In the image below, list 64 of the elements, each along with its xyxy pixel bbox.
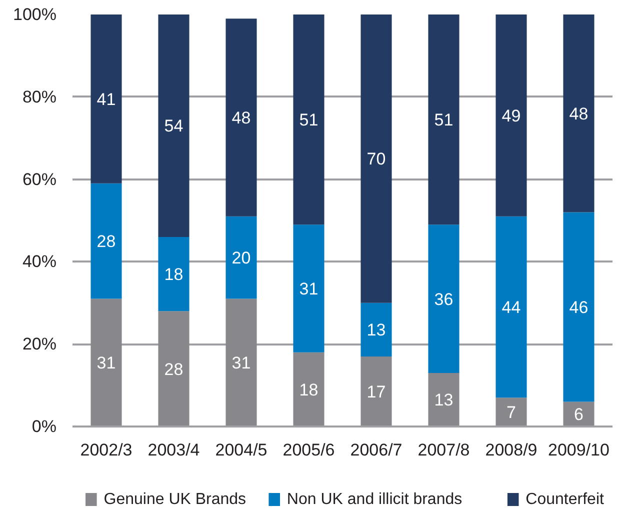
x-tick-label: 2006/7: [350, 440, 402, 460]
legend-label: Genuine UK Brands: [104, 491, 246, 508]
x-tick-label: 2004/5: [215, 440, 268, 460]
data-label: 70: [366, 150, 386, 169]
data-label: 31: [232, 354, 251, 373]
data-label: 18: [299, 380, 318, 400]
y-tick-label: 0%: [32, 417, 57, 436]
bar: [428, 372, 460, 426]
data-label: 49: [502, 106, 521, 126]
y-tick-label: 80%: [22, 87, 57, 106]
x-tick-label: 2007/8: [418, 440, 470, 460]
data-label: 28: [96, 232, 116, 252]
data-label: 44: [502, 298, 521, 318]
bar: [158, 14, 190, 237]
bar: [360, 356, 392, 426]
bar: [293, 352, 324, 426]
data-label: 48: [232, 108, 251, 128]
data-label: 13: [366, 320, 386, 340]
legend-label: Non UK and illicit brands: [286, 491, 462, 508]
data-label: 46: [569, 298, 588, 318]
legend-label: Counterfeit: [526, 491, 605, 508]
y-tick-label: 60%: [22, 170, 57, 189]
data-label: 31: [299, 279, 318, 298]
bar: [428, 14, 460, 225]
x-tick-label: 2002/3: [80, 440, 132, 460]
bar: [90, 14, 122, 184]
data-label: 28: [164, 360, 184, 379]
data-label: 41: [96, 90, 116, 109]
bar: [496, 216, 527, 398]
bar: [226, 298, 257, 426]
bar: [496, 398, 527, 426]
y-tick-label: 40%: [22, 252, 57, 272]
data-label: 36: [434, 290, 454, 309]
data-label: 6: [574, 405, 584, 424]
bar: [90, 298, 122, 426]
bar: [90, 183, 122, 299]
bar: [563, 14, 594, 212]
bar: [563, 212, 594, 402]
bar: [158, 236, 190, 312]
data-label: 13: [434, 390, 454, 410]
data-label: 18: [164, 265, 184, 284]
bar: [360, 302, 392, 356]
data-label: 17: [366, 382, 386, 402]
data-label: 20: [232, 248, 251, 268]
bar: [158, 311, 190, 426]
y-tick-label: 20%: [22, 334, 57, 354]
bar: [360, 14, 392, 303]
data-label: 51: [434, 110, 454, 130]
bar: [293, 14, 324, 225]
data-label: 48: [569, 104, 588, 124]
bar: [496, 14, 527, 216]
bar: [226, 216, 257, 299]
bar: [293, 224, 324, 352]
data-label: 51: [299, 110, 318, 130]
x-tick-label: 2005/6: [282, 440, 335, 460]
x-tick-label: 2008/9: [485, 440, 538, 460]
data-label: 54: [164, 116, 184, 136]
bar: [428, 224, 460, 373]
x-tick-label: 2009/10: [548, 440, 610, 460]
data-label: 7: [506, 403, 516, 422]
x-tick-label: 2003/4: [148, 440, 200, 460]
data-label: 31: [96, 354, 116, 373]
bar: [226, 18, 257, 216]
y-tick-label: 100%: [13, 5, 57, 24]
